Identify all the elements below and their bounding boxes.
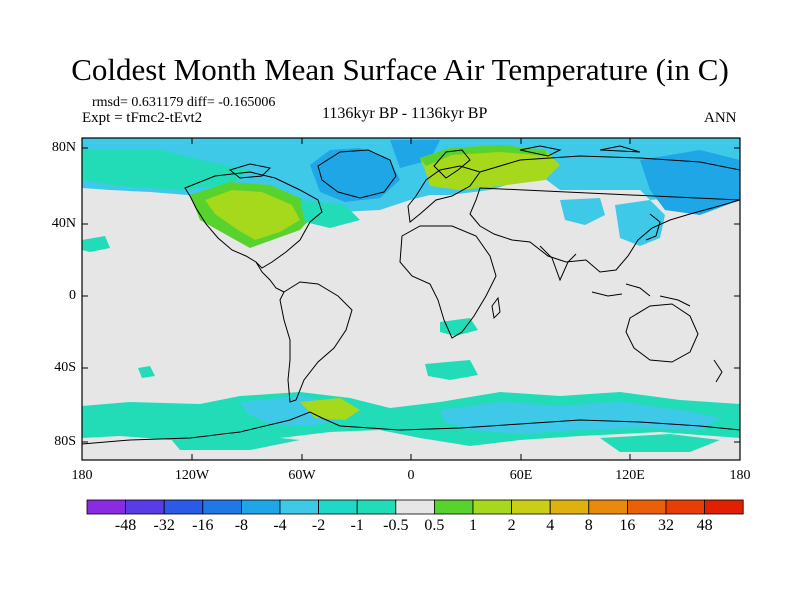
colorbar-label: 1 [469,517,477,534]
anomaly-pacific-patch [82,236,110,252]
colorbar-box [163,499,204,515]
colorbar-box [627,499,667,515]
anomaly-east-asia [615,200,665,246]
anomaly-arctic-teal [82,150,250,190]
colorbar-label: 32 [658,517,674,534]
coastline-greenland [317,149,397,199]
coastline-new-zealand [713,359,723,383]
colorbar-label: 4 [546,517,555,534]
anomaly-atlantic-teal [300,200,360,228]
colorbar-label: -1 [350,517,364,534]
colorbar-box [511,499,551,515]
lat-label-80s: 80S [54,434,76,449]
anomaly-barents-blue [390,140,440,168]
period-label: 1136kyr BP - 1136kyr BP [322,105,488,122]
coastline-antarctica [82,411,740,445]
colorbar-box [356,499,397,515]
anomaly-eurasia-green [420,145,560,190]
anomaly-namerica-yellowgreen [205,190,300,240]
coastline-central-america [255,261,285,293]
colorbar-box [665,499,705,515]
colorbar-label: -16 [192,517,214,534]
lon-label-0: 0 [407,468,415,483]
anomaly-east-antarctic [600,434,720,452]
colorbar-label: 2 [507,517,516,534]
colorbar-label: -0.5 [383,517,409,534]
lon-label-60w: 60W [288,468,316,483]
colorbar-box [202,499,242,515]
experiment-label: Expt = tFmc2-tEvt2 [82,110,203,126]
season-label: ANN [704,110,737,126]
colorbar-box [704,499,744,515]
coastline-australia [625,303,699,363]
colorbar-box [240,499,281,515]
coastline-india [539,245,577,282]
colorbar-label: -4 [273,517,287,534]
colorbar [86,499,744,515]
axis-ticks [82,138,740,460]
colorbar-box [86,499,126,515]
colorbar-label: -8 [234,517,249,534]
lat-label-0: 0 [69,288,76,303]
colorbar-label: -48 [114,517,137,534]
colorbar-box [588,499,628,515]
lat-label-80n: 80N [51,140,76,155]
colorbar-box [279,499,319,515]
lon-label-180w: 180 [71,468,93,483]
coastline-japan [645,213,661,241]
coastline-arctic-islands [228,145,641,179]
colorbar-box [433,499,474,515]
colorbar-label: -2 [311,517,326,534]
coastline-europe [407,165,481,223]
lon-label-120w: 120W [174,468,210,483]
lon-label-180e: 180 [729,468,751,483]
anomaly-indian-ocean [425,360,478,380]
anomaly-southern-ocean-cyan [440,402,720,434]
colorbar-box [395,499,435,515]
stats-text: rmsd= 0.631179 diff= -0.165006 [92,95,276,110]
colorbar-label: 0.5 [424,517,445,534]
coastline-south-america [279,281,353,403]
lat-label-40s: 40S [54,360,76,375]
colorbar-box [549,499,590,515]
coastline-asia [469,155,740,273]
colorbar-box [125,499,165,515]
anomaly-pacific-south [138,366,155,378]
coastline-north-america [184,171,323,269]
coastline-indonesia [591,283,691,307]
lon-label-120e: 120E [615,468,645,483]
colorbar-box [472,499,512,515]
colorbar-label: 8 [584,517,593,534]
coastline-madagascar [491,296,501,320]
anomaly-antarctic-teal [170,434,300,450]
colorbar-box [318,499,358,515]
chart-title: Coldest Month Mean Surface Air Temperatu… [71,52,729,87]
anomaly-eurasia-green-rim [420,145,548,166]
colorbar-label: -32 [153,517,175,534]
lat-label-40n: 40N [51,216,76,231]
colorbar-label: 16 [619,517,636,534]
lon-label-60e: 60E [509,468,533,483]
anomaly-asia-patch [560,198,605,225]
coastline-africa [399,225,497,339]
colorbar-label: 48 [696,517,713,534]
coastlines [82,145,740,445]
coastline-scandinavia [433,149,471,179]
